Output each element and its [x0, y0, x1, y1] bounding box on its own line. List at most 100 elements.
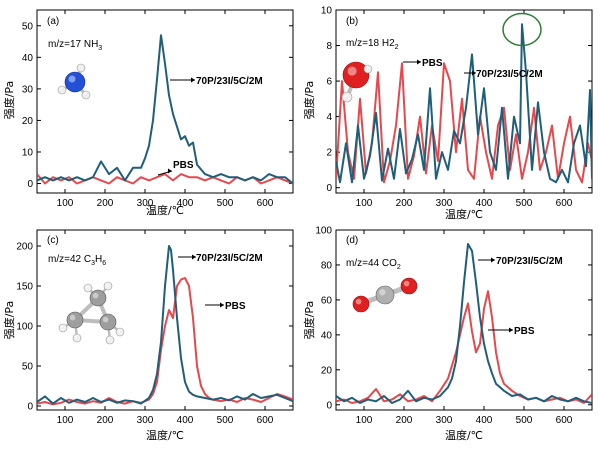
nh3-molecule-icon: [57, 63, 91, 100]
x-tick-label: 400: [476, 415, 493, 426]
x-tick-label: 300: [137, 198, 154, 209]
species-label: m/z=44 CO2: [346, 258, 401, 271]
y-tick-label: 150: [16, 282, 33, 293]
oxygen-atom: [352, 295, 370, 313]
x-axis-label: 温度/℃: [445, 207, 483, 221]
x-tick-label: 600: [556, 415, 573, 426]
series-label-pbs: PBS: [422, 58, 443, 69]
panel-label: (c): [47, 235, 59, 246]
y-tick-label: 0: [326, 400, 332, 411]
y-tick-label: 40: [321, 330, 333, 341]
hydrogen-atom-shine: [78, 65, 82, 69]
series-label-catalyst: 70P/23I/5C/2M: [196, 76, 263, 87]
series-line-catalyst: [336, 23, 592, 184]
hydrogen-atom-shine: [365, 66, 369, 70]
callout-arrowhead: [417, 59, 421, 65]
callout-arrowhead: [220, 302, 224, 308]
h2o-molecule-icon: [341, 61, 373, 103]
y-tick-label: 60: [321, 295, 333, 306]
carbon-atom-shine: [69, 314, 76, 321]
c3h6-molecule-icon: [58, 281, 125, 345]
y-tick-label: 50: [22, 21, 34, 32]
panel-label: (d): [346, 235, 358, 246]
x-tick-label: 500: [516, 415, 533, 426]
x-tick-label: 100: [57, 415, 74, 426]
hydrogen-atom-shine: [117, 329, 121, 333]
x-tick-label: 200: [396, 415, 413, 426]
series-label-pbs: PBS: [514, 326, 535, 337]
hydrogen-atom: [83, 283, 93, 293]
x-tick-label: 100: [57, 198, 74, 209]
oxygen-atom: [400, 277, 418, 295]
y-tick-label: 8: [326, 41, 332, 52]
series-label-catalyst: 70P/23I/5C/2M: [196, 253, 263, 264]
oxygen-atom-shine: [355, 298, 362, 305]
y-tick-label: 200: [16, 242, 33, 253]
x-tick-label: 300: [436, 415, 453, 426]
series-label-pbs: PBS: [225, 301, 246, 312]
y-tick-label: 100: [315, 226, 332, 237]
panel-c: 100 200 300 400 500 600 0 50 100 150 200 温度/℃ 强度/Pa (…: [2, 229, 294, 442]
series-label-catalyst: 70P/23I/5C/2M: [476, 69, 543, 80]
carbon-atom-shine: [92, 292, 99, 299]
x-tick-label: 500: [217, 198, 234, 209]
series-line-pbs: [336, 62, 592, 184]
series-line-catalyst: [37, 34, 293, 185]
x-tick-label: 200: [396, 198, 413, 209]
x-tick-label: 400: [177, 198, 194, 209]
y-tick-label: 100: [16, 322, 33, 333]
oxygen-atom-shine: [403, 280, 410, 287]
hydrogen-atom-shine: [107, 337, 111, 341]
carbon-atom-shine: [379, 289, 386, 296]
carbon-atom-shine: [102, 316, 109, 323]
hydrogen-atom: [76, 63, 86, 73]
hydrogen-atom: [72, 333, 82, 343]
y-tick-label: 40: [22, 53, 34, 64]
carbon-atom: [66, 311, 84, 329]
hydrogen-atom: [81, 90, 91, 100]
hydrogen-atom: [341, 91, 353, 103]
oxygen-atom: [342, 61, 370, 89]
series-line-pbs: [37, 277, 293, 406]
carbon-atom: [99, 313, 117, 331]
x-tick-label: 600: [257, 415, 274, 426]
plot-frame: [335, 9, 593, 194]
species-label: m/z=17 NH3: [48, 39, 102, 52]
hydrogen-atom-shine: [105, 283, 109, 287]
callout-arrowhead: [192, 254, 196, 260]
hydrogen-atom: [57, 85, 67, 95]
species-label: m/z=42 C3H6: [48, 254, 106, 267]
series-line-catalyst: [336, 243, 592, 404]
y-tick-label: 50: [22, 362, 34, 373]
x-axis-label: 温度/℃: [146, 203, 184, 217]
panel-label: (a): [47, 16, 59, 27]
panel-label: (b): [346, 16, 358, 27]
callout-arrowhead: [191, 77, 195, 83]
plot-frame: [335, 229, 593, 411]
series-line-catalyst: [37, 245, 293, 405]
co2-molecule-icon: [352, 277, 418, 313]
y-tick-label: 0: [326, 183, 332, 194]
panel-a: 100 200 300 400 500 600 0 10 20 30 40 50 温度/℃ 强度/Pa (a…: [2, 9, 294, 217]
hydrogen-atom: [105, 335, 115, 345]
callout-arrowhead: [509, 327, 513, 333]
x-tick-label: 500: [217, 415, 234, 426]
x-tick-label: 600: [556, 198, 573, 209]
x-axis-label: 温度/℃: [445, 428, 483, 442]
callout-arrowhead: [168, 168, 172, 174]
y-tick-label: 6: [326, 77, 332, 88]
hydrogen-atom-shine: [83, 92, 87, 96]
nitrogen-atom: [64, 71, 86, 93]
plot-frame: [36, 9, 294, 194]
y-tick-label: 0: [27, 179, 33, 190]
hydrogen-atom-shine: [59, 87, 63, 91]
nitrogen-atom-shine: [68, 75, 76, 83]
x-tick-label: 300: [436, 198, 453, 209]
x-tick-label: 100: [356, 198, 373, 209]
callout-arrowhead: [491, 257, 495, 263]
hydrogen-atom: [58, 323, 68, 333]
callout-arrowhead: [472, 70, 476, 76]
y-tick-label: 10: [22, 147, 34, 158]
y-tick-label: 20: [321, 365, 333, 376]
x-tick-label: 300: [137, 415, 154, 426]
